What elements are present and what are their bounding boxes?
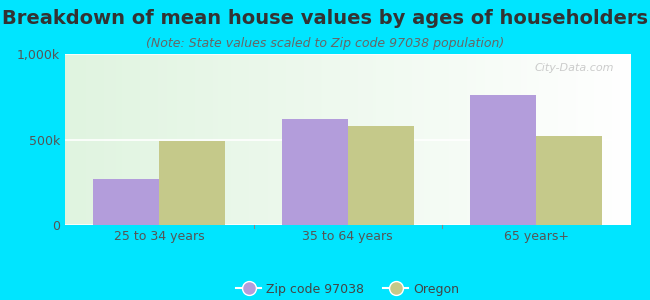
Legend: Zip code 97038, Oregon: Zip code 97038, Oregon [231,278,464,300]
Text: (Note: State values scaled to Zip code 97038 population): (Note: State values scaled to Zip code 9… [146,38,504,50]
Bar [348,126,413,225]
Bar [94,179,159,225]
Text: City-Data.com: City-Data.com [534,63,614,73]
Text: Breakdown of mean house values by ages of householders: Breakdown of mean house values by ages o… [2,9,648,28]
Bar [536,136,602,225]
Bar [159,141,225,225]
Bar [470,95,536,225]
Bar [281,119,348,225]
